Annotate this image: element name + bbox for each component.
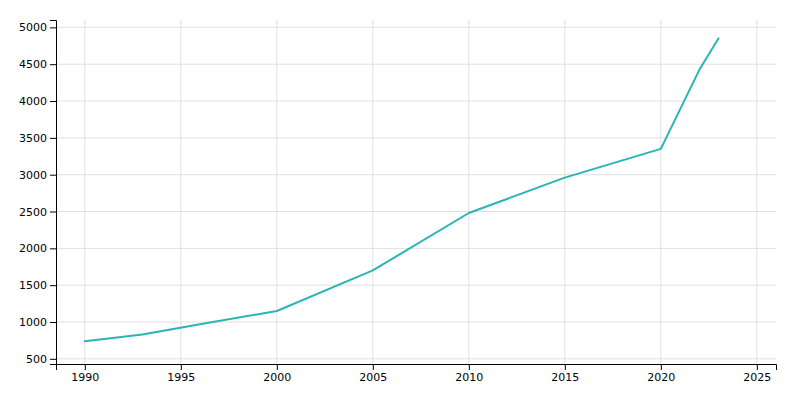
- y-tick: 4000: [19, 95, 56, 108]
- y-grid-line: [56, 101, 776, 102]
- y-tick: 2500: [19, 206, 56, 219]
- y-tick-mark: [50, 248, 56, 249]
- y-tick: 3500: [19, 132, 56, 145]
- y-tick: 4500: [19, 58, 56, 71]
- x-tick-label: 1990: [71, 371, 99, 384]
- y-grid-line: [56, 174, 776, 175]
- x-axis: 1990 1995 2000 2005 2010 2015 2020 2025: [57, 364, 777, 384]
- x-tick-mark: [565, 364, 566, 370]
- x-tick: 2005: [359, 364, 387, 384]
- x-tick-mark: [85, 364, 86, 370]
- plot-area: 1990 1995 2000 2005 2010 2015 2020 2025 500 1000 1…: [19, 20, 777, 384]
- y-grid-line: [56, 211, 776, 212]
- x-tick-label: 2005: [359, 371, 387, 384]
- x-tick: 2010: [455, 364, 483, 384]
- x-tick-mark: [469, 364, 470, 370]
- x-tick-label: 2000: [263, 371, 291, 384]
- x-grid-line: [276, 20, 277, 364]
- y-tick: 3000: [19, 169, 56, 182]
- y-tick: 2000: [19, 242, 56, 255]
- y-tick-mark: [50, 101, 56, 102]
- x-tick-label: 2010: [455, 371, 483, 384]
- y-tick-label: 2000: [19, 242, 47, 255]
- marks: [85, 38, 719, 341]
- y-tick: 1000: [19, 316, 56, 329]
- y-grid-line: [56, 248, 776, 249]
- x-tick-label: 2015: [551, 371, 579, 384]
- y-tick: 5000: [19, 21, 56, 34]
- y-tick-mark: [50, 64, 56, 65]
- y-tick-label: 3500: [19, 132, 47, 145]
- y-tick-label: 5000: [19, 21, 47, 34]
- grid: [56, 20, 776, 364]
- data-line: [85, 38, 719, 341]
- x-axis-line: [57, 365, 777, 371]
- x-tick-mark: [181, 364, 182, 370]
- x-grid-line: [660, 20, 661, 364]
- x-tick-mark: [661, 364, 662, 370]
- y-tick-mark: [50, 359, 56, 360]
- x-grid-line: [468, 20, 469, 364]
- x-grid-line: [372, 20, 373, 364]
- y-tick-label: 2500: [19, 206, 47, 219]
- y-grid-line: [56, 137, 776, 138]
- x-tick: 1990: [71, 364, 99, 384]
- x-tick-mark: [277, 364, 278, 370]
- y-axis-line: [50, 21, 57, 365]
- y-grid-line: [56, 27, 776, 28]
- y-tick-label: 500: [26, 353, 47, 366]
- y-tick-mark: [50, 138, 56, 139]
- x-tick: 2000: [263, 364, 291, 384]
- y-tick-label: 3000: [19, 169, 47, 182]
- y-grid-line: [56, 285, 776, 286]
- chart-svg: 1990 1995 2000 2005 2010 2015 2020 2025 500 1000 1…: [0, 0, 800, 400]
- y-tick: 1500: [19, 279, 56, 292]
- x-grid-line: [84, 20, 85, 364]
- x-tick: 1995: [167, 364, 195, 384]
- y-tick-mark: [50, 322, 56, 323]
- x-grid-line: [564, 20, 565, 364]
- y-tick-mark: [50, 285, 56, 286]
- y-grid-line: [56, 358, 776, 359]
- y-tick-label: 1000: [19, 316, 47, 329]
- x-tick: 2020: [647, 364, 675, 384]
- y-tick-mark: [50, 27, 56, 28]
- x-grid-line: [756, 20, 757, 364]
- x-tick-mark: [373, 364, 374, 370]
- y-grid-line: [56, 322, 776, 323]
- x-grid-line: [180, 20, 181, 364]
- x-tick-mark: [757, 364, 758, 370]
- y-tick-label: 4000: [19, 95, 47, 108]
- x-tick: 2015: [551, 364, 579, 384]
- x-tick-label: 2025: [743, 371, 771, 384]
- y-grid-line: [56, 64, 776, 65]
- x-tick-label: 2020: [647, 371, 675, 384]
- chart-container: 1990 1995 2000 2005 2010 2015 2020 2025 500 1000 1…: [0, 0, 800, 400]
- x-tick: 2025: [743, 364, 771, 384]
- y-tick: 500: [26, 353, 56, 366]
- y-tick-label: 4500: [19, 58, 47, 71]
- y-tick-mark: [50, 212, 56, 213]
- y-axis: 500 1000 1500 2000 2500 3000 3500 4000 4500 5000: [19, 21, 57, 366]
- y-tick-label: 1500: [19, 279, 47, 292]
- y-tick-mark: [50, 175, 56, 176]
- x-tick-label: 1995: [167, 371, 195, 384]
